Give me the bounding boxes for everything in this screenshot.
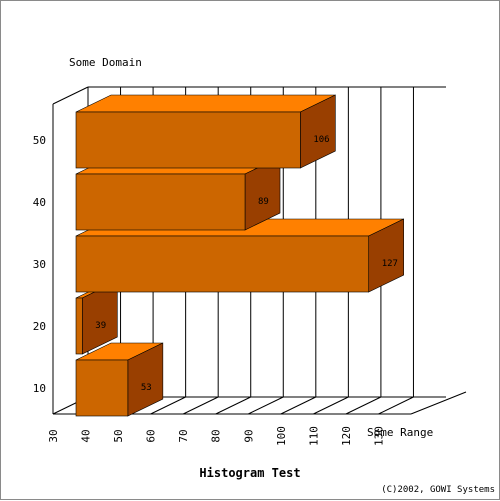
x-tick-label: 70 — [177, 429, 190, 442]
y-tick-label: 30 — [33, 258, 46, 271]
gridline-floor — [182, 396, 219, 415]
bar-50 — [75, 111, 301, 169]
x-axis-title: Some Range — [367, 426, 433, 439]
bar-value-label: 53 — [141, 383, 152, 393]
bar-value-label: 89 — [258, 197, 269, 207]
x-tick-label: 40 — [80, 429, 93, 442]
y-tick-label: 20 — [33, 320, 46, 333]
x-tick-label: 30 — [47, 429, 60, 442]
floor-right-edge — [410, 391, 467, 415]
bar-20 — [75, 297, 83, 355]
x-tick-label: 50 — [112, 429, 125, 442]
x-tick-label: 100 — [275, 426, 288, 446]
x-tick-label: 90 — [242, 429, 255, 442]
gridline-floor — [345, 396, 382, 415]
bar-value-label: 127 — [382, 259, 398, 269]
labels: 30 40 50 60 70 80 90 100 110 120 130 10 53 20 39 30 127 4… — [33, 134, 398, 446]
bar-top-face — [75, 94, 336, 113]
gridline-floor — [313, 396, 349, 415]
y-tick-label: 50 — [33, 134, 46, 147]
gridline-floor — [378, 396, 414, 415]
y-tick-label: 10 — [33, 382, 46, 395]
x-tick-label: 120 — [340, 426, 353, 446]
footer-credit: (C)2002, GOWI Systems — [381, 485, 495, 495]
gridline-floor — [280, 396, 317, 415]
x-tick-label: 130 — [372, 426, 385, 446]
bar-30 — [75, 235, 369, 293]
x-tick-label: 80 — [210, 429, 223, 442]
gridline-floor — [248, 396, 284, 415]
bars — [75, 94, 404, 417]
left-wall-top — [52, 86, 89, 105]
chart-title: Histogram Test — [199, 466, 300, 480]
y-tick-label: 40 — [33, 196, 46, 209]
gridline-floor — [150, 396, 186, 415]
x-tick-label: 110 — [307, 426, 320, 446]
bar-value-label: 39 — [95, 321, 106, 331]
bar-value-label: 106 — [313, 135, 329, 145]
x-tick-label: 60 — [145, 429, 158, 442]
gridline-floor — [215, 396, 251, 415]
bar-40 — [75, 173, 246, 231]
bar-10 — [75, 359, 129, 417]
y-axis-title: Some Domain — [69, 56, 142, 69]
